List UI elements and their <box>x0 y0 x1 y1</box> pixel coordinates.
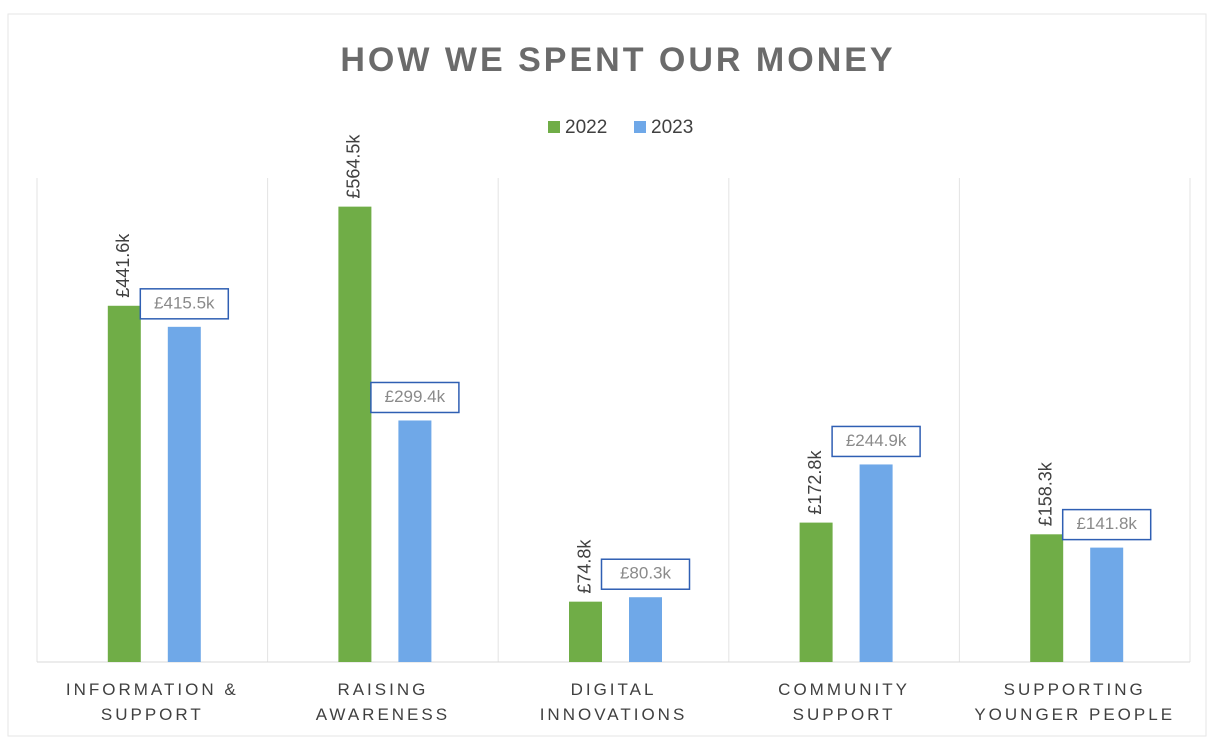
bar <box>859 464 893 662</box>
data-label: £80.3k <box>620 564 672 583</box>
bar <box>629 597 662 662</box>
x-tick-label: INFORMATION & SUPPORT <box>65 680 239 724</box>
data-label-border <box>370 381 460 414</box>
legend-label: 2023 <box>651 117 693 138</box>
data-label-box: £80.3k <box>600 558 691 590</box>
data-label-box: £415.5k <box>139 288 230 320</box>
data-label-border <box>831 425 921 458</box>
bar <box>398 420 432 662</box>
data-label: £74.8k <box>574 539 594 594</box>
data-label: £244.9k <box>846 431 907 450</box>
data-label-box: £244.9k <box>831 425 921 458</box>
data-label: £299.4k <box>385 387 446 406</box>
data-label-box: £141.8k <box>1061 508 1152 541</box>
bar <box>167 326 201 662</box>
data-label: £141.8k <box>1076 514 1137 533</box>
data-label: £415.5k <box>154 293 215 312</box>
bar <box>569 601 602 662</box>
chart-frame <box>7 13 1207 737</box>
data-label: £158.3k <box>1035 461 1055 526</box>
x-tick-label: COMMUNITY SUPPORT <box>778 680 910 724</box>
data-label-border <box>139 288 230 320</box>
data-label: £564.5k <box>344 134 364 199</box>
x-tick-label: RAISING AWARENESS <box>315 680 451 724</box>
bar <box>1090 547 1124 662</box>
data-label-border <box>1061 508 1152 541</box>
chart-title: HOW WE SPENT OUR MONEY <box>340 41 895 79</box>
data-label-box: £299.4k <box>370 381 460 414</box>
bar <box>1030 534 1064 662</box>
data-label: £172.8k <box>805 450 825 515</box>
data-label-border <box>600 558 691 590</box>
x-tick-label: DIGITAL INNOVATIONS <box>539 680 688 724</box>
bar <box>107 305 141 662</box>
bar <box>799 522 833 662</box>
legend-swatch <box>634 121 646 133</box>
data-label: £441.6k <box>113 233 133 298</box>
legend-swatch <box>548 121 560 133</box>
x-tick-label: SUPPORTING YOUNGER PEOPLE <box>974 680 1176 724</box>
bar <box>338 206 372 663</box>
legend-label: 2022 <box>565 117 607 138</box>
